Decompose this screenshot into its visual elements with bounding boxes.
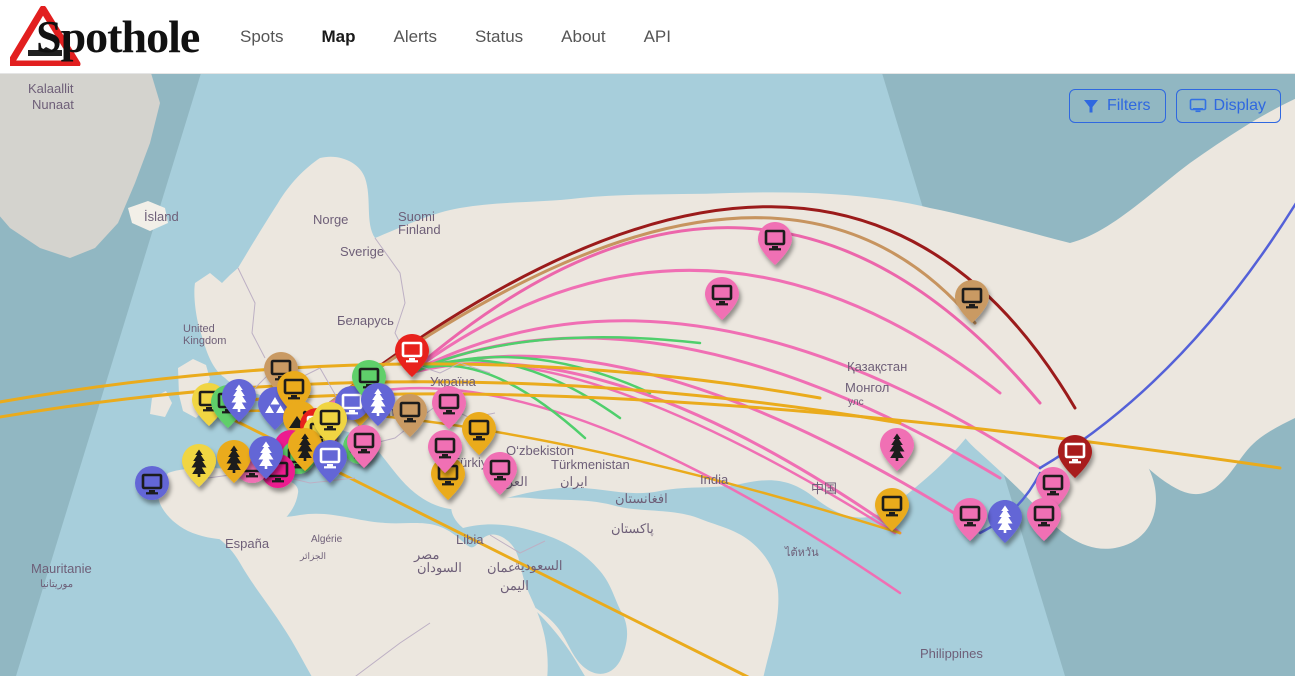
svg-text:España: España (225, 536, 270, 551)
svg-text:Беларусь: Беларусь (337, 313, 394, 328)
svg-text:اليمن: اليمن (500, 578, 529, 594)
svg-text:中国: 中国 (811, 481, 837, 496)
svg-text:India: India (700, 472, 729, 487)
svg-text:O‘zbekiston: O‘zbekiston (506, 443, 574, 458)
svg-text:Монгол: Монгол (845, 380, 889, 395)
svg-text:Mauritanie: Mauritanie (31, 561, 92, 576)
svg-text:Spothole: Spothole (36, 11, 200, 62)
svg-text:Sverige: Sverige (340, 244, 384, 259)
svg-text:Norge: Norge (313, 212, 348, 227)
svg-text:Türkmenistan: Türkmenistan (551, 457, 630, 472)
svg-text:İsland: İsland (144, 209, 179, 224)
svg-text:Nunaat: Nunaat (32, 97, 74, 112)
svg-text:افغانستان: افغانستان (615, 491, 668, 506)
svg-text:Libia: Libia (456, 532, 484, 547)
svg-text:Kingdom: Kingdom (183, 335, 226, 347)
svg-text:السودان: السودان (417, 560, 462, 576)
svg-text:Kalaallit: Kalaallit (28, 81, 74, 96)
svg-text:الجزائر: الجزائر (299, 551, 326, 562)
svg-text:عمان: عمان (487, 560, 516, 575)
svg-text:Philippines: Philippines (920, 646, 983, 661)
svg-text:السعودية: السعودية (514, 558, 563, 574)
svg-text:Algérie: Algérie (311, 534, 343, 545)
svg-text:پاکستان: پاکستان (611, 521, 654, 537)
svg-text:ایران: ایران (560, 474, 588, 490)
svg-text:Қазақстан: Қазақстан (847, 359, 907, 374)
svg-text:موريتانيا: موريتانيا (40, 579, 73, 590)
svg-text:улс: улс (848, 397, 864, 408)
svg-text:ไต้หวัน: ไต้หวัน (784, 546, 819, 559)
svg-text:United: United (183, 323, 215, 335)
svg-text:Finland: Finland (398, 222, 441, 237)
